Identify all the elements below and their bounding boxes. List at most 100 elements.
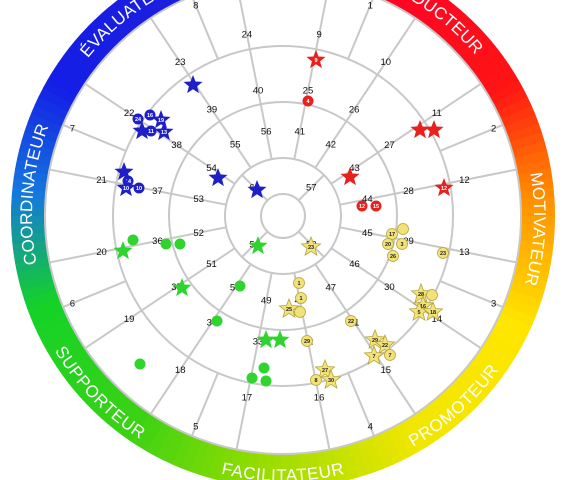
sector-number: 51	[206, 259, 217, 270]
concentric-rings	[44, 0, 522, 455]
outer-sector-number: 7	[70, 124, 75, 135]
yellow-star-marker: 27	[314, 358, 336, 379]
rim-segment	[484, 335, 519, 361]
outer-sector-number: 5	[193, 422, 198, 433]
marker-label: 26	[390, 254, 396, 260]
sector-divider	[297, 174, 325, 202]
rim-segment	[30, 104, 66, 127]
sector-number: 46	[349, 259, 360, 270]
yellow-circle-marker: 23	[437, 247, 449, 259]
sector-number: 28	[403, 186, 414, 197]
ring-line	[44, 0, 522, 455]
sector-divider	[235, 382, 251, 450]
rim-segment	[11, 205, 46, 216]
rim-segment	[16, 264, 53, 282]
rim-segment	[93, 386, 124, 419]
rim-segment	[24, 288, 60, 310]
rim-segment	[465, 41, 498, 71]
sector-number: 13	[459, 247, 470, 258]
green-star-marker	[270, 330, 290, 349]
rim-segment	[15, 158, 51, 175]
rim-segment	[19, 140, 55, 159]
sector-number: 22	[124, 108, 135, 119]
sector-divider	[187, 263, 252, 358]
sector-divider	[190, 372, 219, 437]
sector-number: 29	[403, 236, 414, 247]
rim-segment	[422, 0, 452, 29]
red-star-marker	[340, 167, 360, 186]
rim-segment	[503, 114, 539, 136]
sector-divider	[347, 0, 374, 60]
sector-number: 16	[314, 392, 325, 403]
red-circle-marker: 12	[356, 200, 368, 212]
sector-number: 33	[253, 337, 264, 348]
sector-divider	[376, 17, 417, 76]
rim-segment	[68, 361, 101, 391]
sector-number: 49	[261, 295, 272, 306]
rim-segment	[517, 249, 553, 265]
sector-number: 55	[230, 139, 241, 150]
rim-segment	[339, 444, 358, 480]
rim-segment	[34, 95, 70, 120]
sector-divider	[239, 0, 251, 50]
rim-segment	[518, 240, 554, 255]
marker-label: 3	[400, 242, 403, 248]
rim-segment	[114, 403, 144, 437]
yellow-circle-marker	[397, 223, 409, 235]
marker-label: 4	[306, 99, 310, 105]
blue-star-marker	[247, 180, 267, 199]
rim-segment	[402, 0, 420, 15]
rim-segment	[475, 349, 509, 377]
marker-label: 7	[372, 354, 375, 360]
ring-line	[260, 193, 306, 239]
rim-segment	[10, 215, 46, 226]
rim-segment	[52, 63, 87, 90]
rim-segment	[484, 71, 520, 98]
rim-segment	[408, 413, 436, 448]
yellow-star-marker: 30	[320, 368, 342, 389]
ring-line	[224, 157, 342, 275]
rim-segment	[51, 341, 86, 369]
rim-segment	[189, 439, 210, 475]
rim-segment	[207, 444, 226, 480]
rim-segment	[16, 149, 53, 167]
rim-segment	[519, 187, 555, 201]
rim-segment	[146, 421, 172, 457]
rim-segment	[459, 368, 492, 399]
sector-divider	[62, 123, 127, 152]
rim-segment	[68, 40, 102, 70]
sector-divider	[339, 181, 450, 206]
sector-divider	[330, 247, 425, 312]
marker-label: 27	[322, 368, 328, 374]
marker-label: 11	[148, 129, 154, 135]
rim-segment	[448, 20, 480, 52]
marker-label: 1	[297, 281, 300, 287]
rim-segment	[21, 280, 57, 301]
rim-segment	[506, 122, 542, 144]
rim-segment	[520, 224, 555, 236]
rim-segment	[100, 392, 131, 425]
rim-segment	[115, 0, 144, 29]
rim-segment	[416, 0, 442, 24]
rim-segment	[459, 33, 492, 64]
rim-segment	[11, 231, 47, 245]
rim-segment	[13, 167, 49, 183]
green-circle-marker	[260, 375, 272, 387]
rim-segment	[511, 141, 548, 160]
marker-label: 13	[161, 130, 167, 136]
marker-label: 12	[441, 186, 447, 192]
rim-segment	[46, 334, 82, 361]
rim-segment	[429, 1, 459, 35]
rim-segment	[30, 304, 66, 327]
rim-segment	[235, 450, 250, 480]
marker-label: 29	[372, 338, 378, 344]
rim-segment	[272, 453, 283, 480]
outer-sector-number: 3	[491, 298, 496, 309]
sector-number: 36	[152, 236, 163, 247]
marker-label: 8	[314, 378, 317, 384]
outer-sector-number: 2	[491, 124, 496, 135]
rim-segment	[464, 362, 498, 392]
sector-number: 10	[380, 57, 391, 68]
blue-star-marker	[114, 162, 134, 181]
color-rim	[10, 0, 555, 480]
